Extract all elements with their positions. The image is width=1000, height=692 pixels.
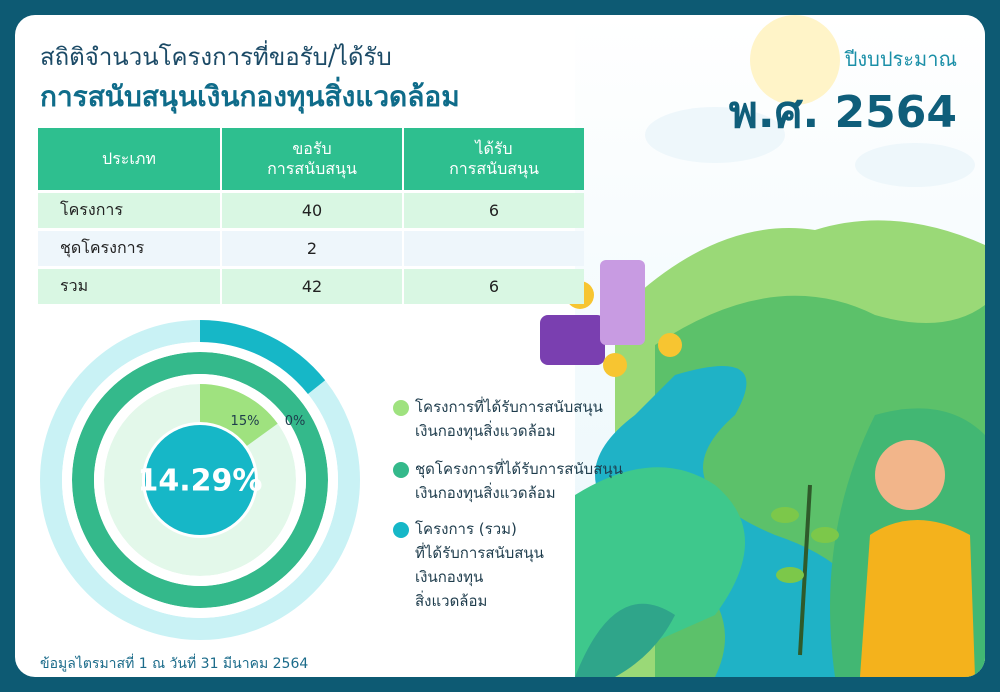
table-cell: 42 xyxy=(222,269,402,304)
table-cell: 40 xyxy=(222,193,402,228)
ring-bar xyxy=(200,320,326,394)
ring-gap xyxy=(62,342,338,618)
budget-label: ปีงบประมาณ xyxy=(844,47,957,71)
illustration xyxy=(540,15,985,677)
value-label: 0% xyxy=(285,414,306,429)
legend-swatch xyxy=(393,462,409,478)
title-line-2: การสนับสนุนเงินกองทุนสิ่งแวดล้อม xyxy=(40,80,460,113)
ring-track xyxy=(72,352,328,608)
title-line-1: สถิติจำนวนโครงการที่ขอรับ/ได้รับ xyxy=(40,43,392,71)
card: 14.29% 15% 0% สถิติจำนวนโครงการที่ขอรับ/ได… xyxy=(15,15,985,677)
ring-gap xyxy=(94,374,306,586)
table-header: ขอรับ การสนับสนุน xyxy=(222,128,402,190)
table-cell xyxy=(404,231,584,266)
table-cell: ชุดโครงการ xyxy=(38,231,220,266)
center-label: 14.29% xyxy=(138,464,263,499)
radial-chart: 14.29% 15% 0% xyxy=(40,320,360,640)
table-cell: 2 xyxy=(222,231,402,266)
ring-bar xyxy=(200,384,278,446)
table-header: ประเภท xyxy=(38,128,220,190)
legend-item: โครงการที่ได้รับการสนับสนุน เงินกองทุนสิ… xyxy=(393,395,603,443)
table-cell: 6 xyxy=(404,269,584,304)
value-label: 15% xyxy=(231,414,260,429)
center-disc xyxy=(145,425,255,535)
table-cell: รวม xyxy=(38,269,220,304)
table-header: ได้รับ การสนับสนุน xyxy=(404,128,584,190)
budget-year: พ.ศ. 2564 xyxy=(728,87,957,138)
legend-swatch xyxy=(393,400,409,416)
footnote: ข้อมูลไตรมาสที่ 1 ณ วันที่ 31 มีนาคม 256… xyxy=(40,656,309,672)
table-cell: โครงการ xyxy=(38,193,220,228)
legend-item: ชุดโครงการที่ได้รับการสนับสนุน เงินกองทุ… xyxy=(393,457,623,505)
legend-item: โครงการ (รวม) ที่ได้รับการสนับสนุน เงินก… xyxy=(393,517,544,613)
table-cell: 6 xyxy=(404,193,584,228)
legend-swatch xyxy=(393,522,409,538)
